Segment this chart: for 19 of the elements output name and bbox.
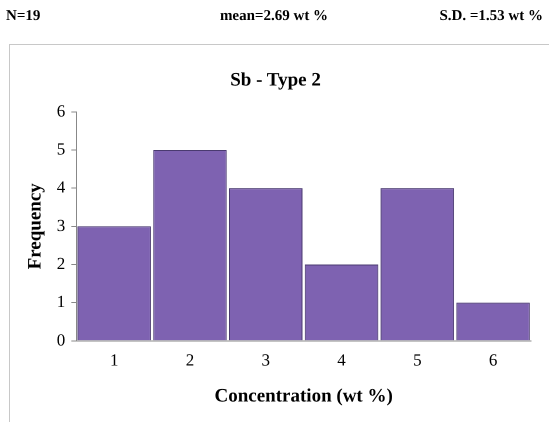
x-axis-title: Concentration (wt %) [214, 386, 393, 407]
x-tick-label: 2 [186, 350, 194, 370]
chart-title: Sb - Type 2 [230, 69, 321, 90]
y-tick-label: 3 [56, 216, 66, 235]
y-tick-label: 4 [56, 178, 66, 197]
text: N=19 [6, 8, 40, 25]
y-tick-label: 5 [56, 139, 66, 158]
y-tick-label: 6 [56, 101, 66, 120]
x-tick-label: 4 [337, 350, 346, 370]
x-tick-label: 1 [110, 350, 118, 370]
x-tick-label: 3 [262, 350, 270, 370]
y-tick-label: 0 [56, 330, 66, 350]
x-tick-label: 5 [413, 350, 422, 370]
y-tick-label: 1 [56, 292, 66, 312]
text: mean=2.69 wt % [220, 8, 328, 25]
y-axis-title: Frequency [24, 182, 46, 270]
text: S.D. =1.53 wt % [439, 8, 543, 25]
y-tick-label: 2 [56, 254, 66, 273]
x-tick-label: 6 [488, 350, 498, 370]
